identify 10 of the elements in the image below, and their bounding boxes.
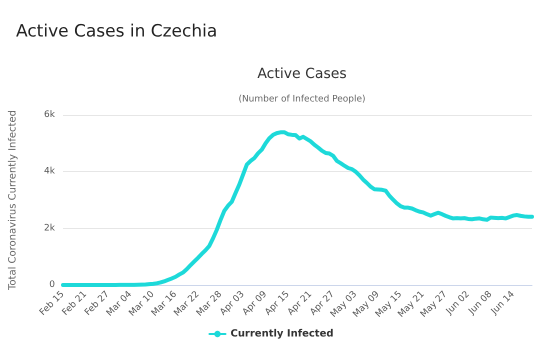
y-tick-label: 0	[49, 280, 56, 290]
y-tick-label: 6k	[44, 110, 56, 120]
y-tick-label: 4k	[44, 166, 56, 177]
legend-label: Currently Infected	[230, 328, 334, 340]
line-series	[61, 130, 534, 287]
chart-title: Active Cases	[257, 66, 347, 82]
chart-subtitle: (Number of Infected People)	[238, 94, 366, 104]
text: Active Cases in Czechia	[16, 22, 218, 42]
y-axis-title: Total Coronavirus Currently Infected	[8, 110, 18, 291]
y-tick-label: 2k	[44, 223, 56, 234]
